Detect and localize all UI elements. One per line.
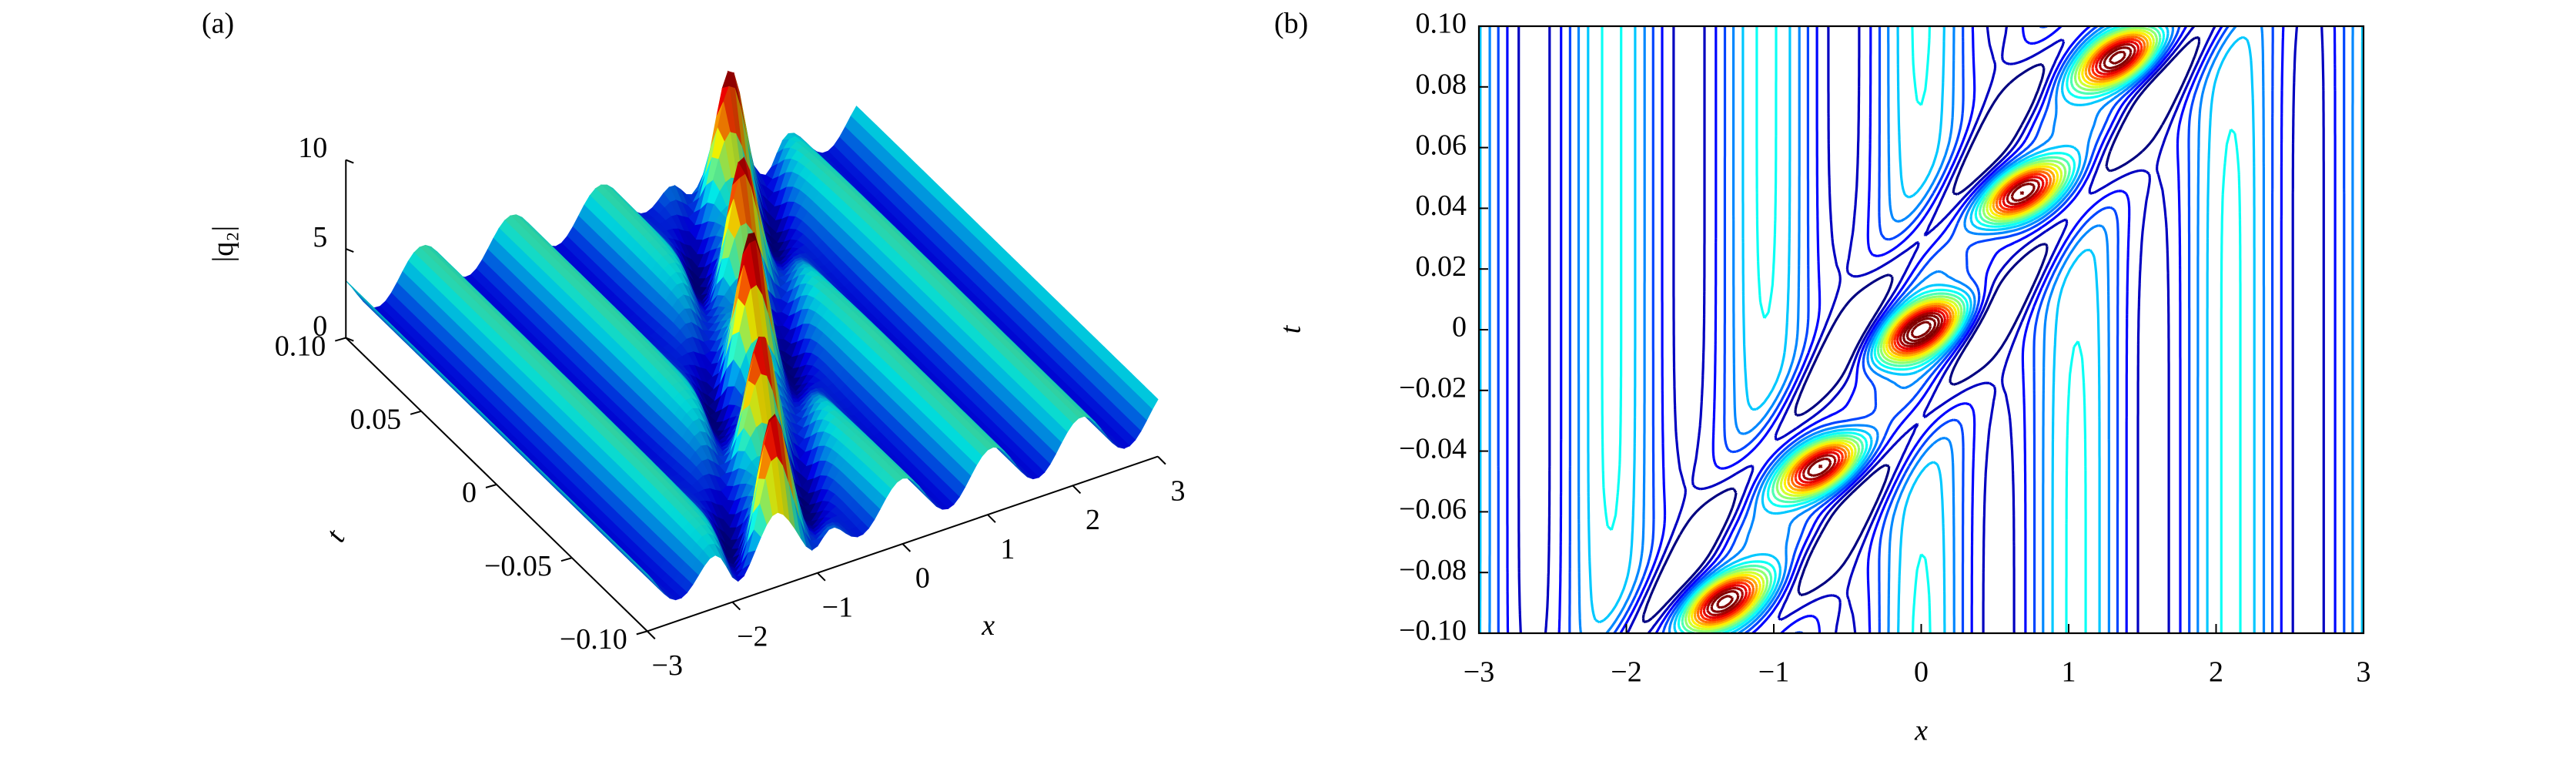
panel-label: (b) xyxy=(1274,8,1308,40)
y-tick-label: 0.08 xyxy=(1416,69,1467,101)
y-tick-label: 0 xyxy=(1452,311,1467,344)
surface xyxy=(345,70,1159,601)
x-tick xyxy=(902,543,912,552)
y-tick-label: −0.04 xyxy=(1399,432,1467,465)
x-tick-label: 0 xyxy=(1914,656,1929,689)
contour-line xyxy=(1517,26,2325,633)
plot-frame xyxy=(1477,25,2365,635)
y-tick xyxy=(560,557,573,562)
y-tick-label: −0.10 xyxy=(1399,615,1467,647)
y-tick xyxy=(636,630,648,636)
x-tick xyxy=(1157,455,1166,465)
x-tick xyxy=(731,601,741,611)
contour-line xyxy=(1702,40,2140,619)
y-tick-label: −0.10 xyxy=(560,623,627,656)
z-axis-label: |q₂| xyxy=(207,226,239,262)
x-tick-label: 2 xyxy=(1086,504,1100,536)
contour-line xyxy=(1696,35,2146,624)
y-tick-label: 0.06 xyxy=(1416,129,1467,161)
contour-line xyxy=(1687,29,2156,631)
contour-line xyxy=(1488,26,2354,633)
x-tick xyxy=(1072,485,1082,495)
z-tick xyxy=(345,248,354,253)
contour-line xyxy=(1601,26,2242,633)
z-tick-label: 0 xyxy=(313,310,327,342)
y-tick-label: −0.05 xyxy=(484,550,552,582)
contour-line xyxy=(1479,26,2364,633)
y-tick-label: −0.02 xyxy=(1399,372,1467,404)
x-axis-label: x xyxy=(981,609,995,642)
x-tick-label: −1 xyxy=(822,592,853,624)
y-tick xyxy=(485,484,497,488)
y-axis-label: t xyxy=(1275,324,1307,334)
z-tick-label: 5 xyxy=(313,221,327,253)
x-tick-label: 3 xyxy=(1170,475,1185,507)
contour-line xyxy=(1716,50,2126,609)
x-axis-label: x xyxy=(1914,715,1928,747)
y-tick-label: 0.04 xyxy=(1416,190,1467,222)
x-tick-label: 2 xyxy=(2209,656,2223,689)
x-tick-label: 1 xyxy=(1000,533,1015,565)
panel-label: (a) xyxy=(202,8,234,40)
y-tick-label: 0.02 xyxy=(1416,250,1467,283)
y-tick xyxy=(334,337,346,342)
contours xyxy=(1479,26,2364,633)
y-tick-label: 0 xyxy=(462,477,477,509)
y-tick-label: 0.10 xyxy=(1416,8,1467,40)
x-tick-label: 0 xyxy=(915,562,930,595)
x-tick xyxy=(647,630,656,640)
contour-line xyxy=(1710,46,2133,613)
x-tick-label: −3 xyxy=(1464,656,1494,689)
contour-line xyxy=(1693,33,2149,626)
x-tick-label: 3 xyxy=(2357,656,2371,689)
x-tick-label: −3 xyxy=(652,649,683,682)
x-tick xyxy=(817,572,826,582)
contour-line xyxy=(1699,38,2143,622)
y-tick-label: 0.05 xyxy=(350,403,402,435)
z-tick-label: 10 xyxy=(298,132,327,164)
y-tick-label: −0.08 xyxy=(1399,554,1467,586)
contour-line xyxy=(1706,43,2136,616)
x-tick xyxy=(987,514,996,523)
x-tick-label: −2 xyxy=(737,620,768,652)
contour-line xyxy=(1691,31,2152,629)
contour-line xyxy=(1497,26,2346,633)
y-tick-label: −0.06 xyxy=(1399,493,1467,525)
y-tick xyxy=(410,410,422,415)
x-tick-label: −1 xyxy=(1758,656,1789,689)
z-tick xyxy=(345,159,354,164)
x-tick-label: 1 xyxy=(2062,656,2076,689)
y-axis-label: t xyxy=(319,523,352,547)
contour-line xyxy=(1681,26,2162,633)
x-tick-label: −2 xyxy=(1611,656,1641,689)
